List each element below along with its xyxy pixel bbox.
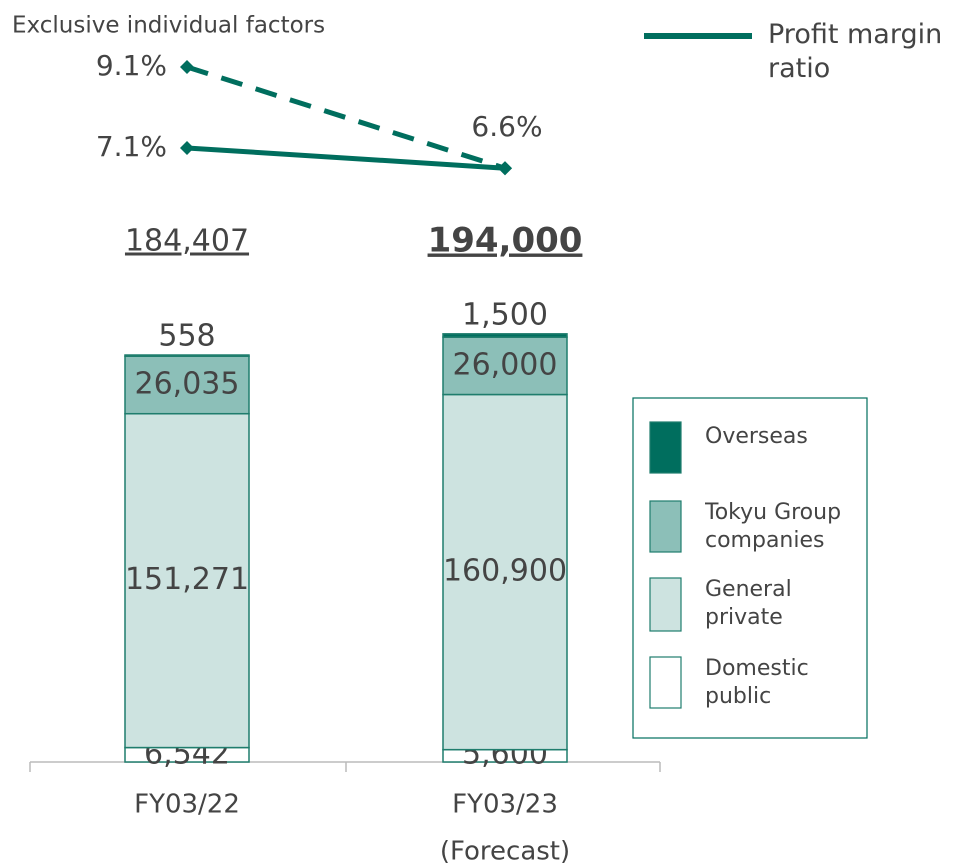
value-label: 1,500 <box>462 297 548 332</box>
bar-segment <box>442 336 568 396</box>
line-legend-label: Exclusive individual factors <box>12 13 325 39</box>
x-tick-label: FY03/22 <box>134 790 240 820</box>
line-marker <box>498 161 512 176</box>
x-tick-label: FY03/23 <box>452 790 558 820</box>
legend-label: General private <box>705 577 792 630</box>
legend-label: Profit margin ratio <box>768 19 943 84</box>
legend-swatch <box>649 656 682 709</box>
value-label: 26,035 <box>135 366 240 401</box>
value-label: 26,000 <box>453 347 558 382</box>
bar-segment <box>124 412 250 749</box>
total-label: 194,000 <box>428 221 583 261</box>
legend-label-box: Tokyu Group companies <box>705 500 842 553</box>
value-label: 160,900 <box>443 554 567 589</box>
legend-label-box: Overseas <box>705 424 808 449</box>
legend-label: Domestic public <box>705 656 809 709</box>
bar-segment <box>124 354 250 357</box>
legend-label: Tokyu Group companies <box>705 500 842 553</box>
line-value-label: 6.6% <box>471 110 542 143</box>
legend-label-box: Profit margin ratio <box>768 19 943 84</box>
total-label: 184,407 <box>125 224 249 259</box>
bar-segment <box>124 355 250 415</box>
bar-segment <box>442 333 568 338</box>
legend-swatch <box>649 421 682 474</box>
line-value-label: 7.1% <box>96 130 167 163</box>
legend-swatch <box>649 500 682 553</box>
legend-label-box: Domestic public <box>705 656 809 709</box>
line-marker <box>180 59 194 74</box>
category-note: (Forecast) <box>440 837 570 866</box>
legend-label-box: General private <box>705 577 792 630</box>
value-label: 558 <box>158 319 215 354</box>
line <box>186 145 506 171</box>
line-value-label: 9.1% <box>96 49 167 82</box>
legend-swatch <box>649 577 682 632</box>
line-marker <box>180 140 194 155</box>
value-label: 151,271 <box>125 562 249 597</box>
bar-segment <box>442 393 568 751</box>
legend-label: Overseas <box>705 424 808 449</box>
line <box>186 64 506 171</box>
